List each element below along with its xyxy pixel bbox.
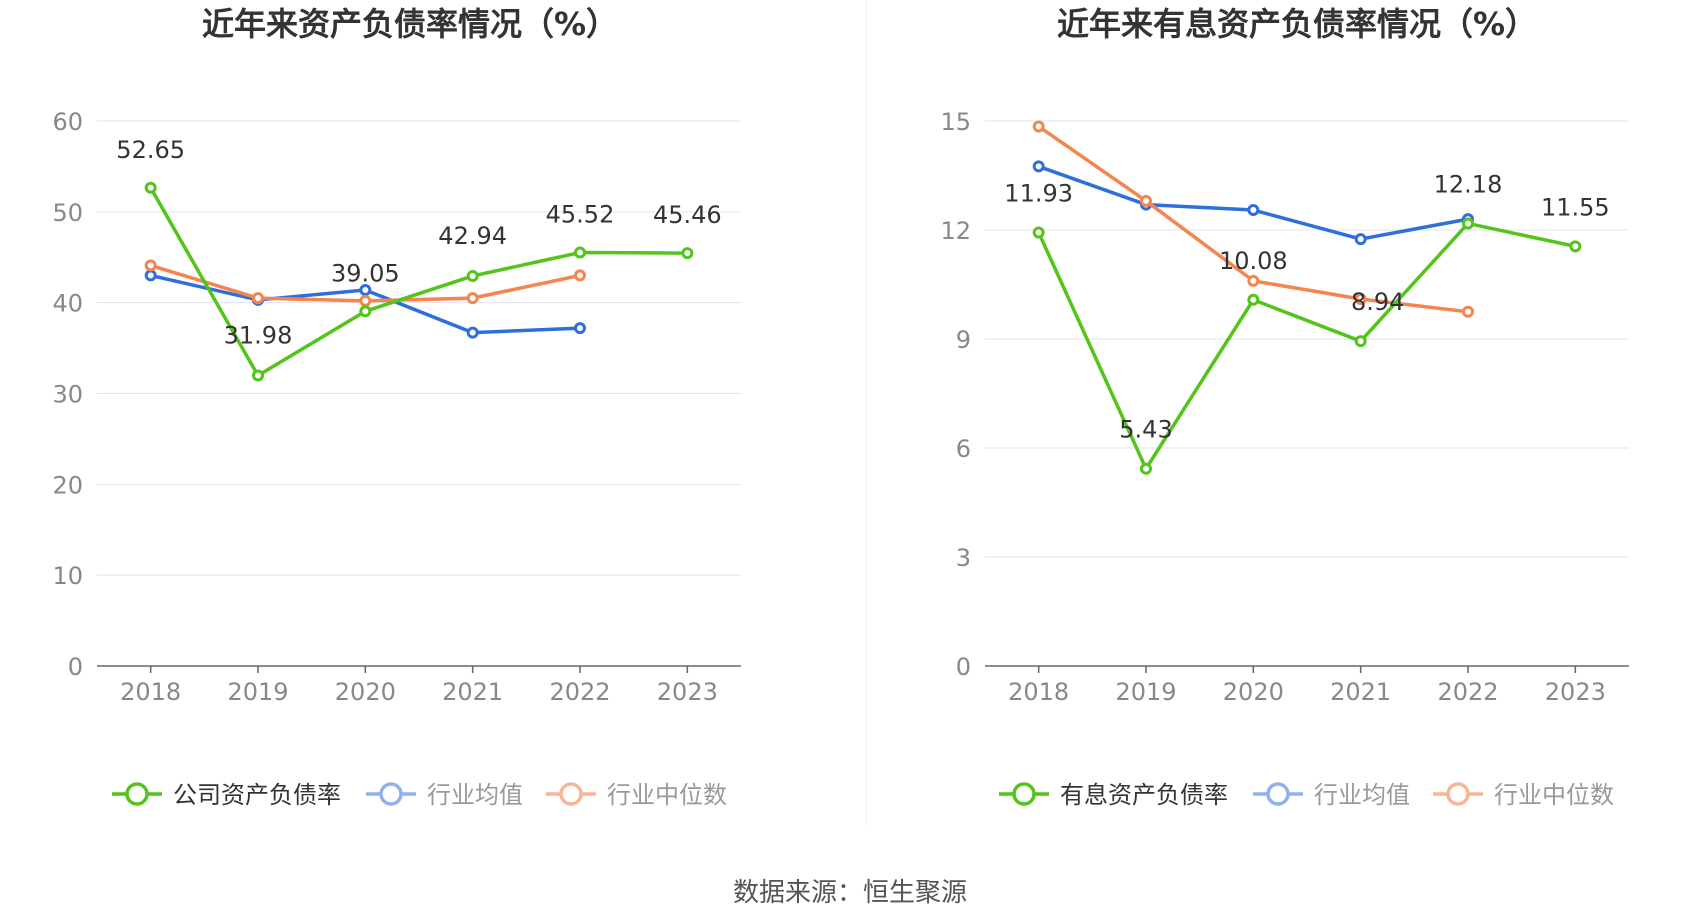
chart-title: 近年来资产负债率情况（%） (202, 5, 618, 43)
data-point[interactable] (1354, 233, 1367, 246)
legend-item[interactable]: 行业均值 (366, 781, 523, 809)
data-point[interactable] (681, 247, 694, 260)
data-point[interactable] (574, 246, 586, 259)
y-tick-label: 60 (52, 108, 83, 136)
data-point[interactable] (144, 259, 157, 272)
y-tick-label: 12 (940, 217, 971, 245)
chart-2: 近年来有息资产负债率情况（%） 0 3 6 9 12 15 2018 2019 2020 2021 2… (940, 5, 1629, 809)
chart-title: 近年来有息资产负债率情况（%） (1057, 5, 1537, 43)
data-source-note: 数据来源：恒生聚源 (732, 878, 967, 908)
data-label: 8.94 (1351, 288, 1404, 316)
y-tick-label: 0 (68, 653, 83, 681)
data-point[interactable] (466, 326, 479, 339)
data-point[interactable] (574, 322, 586, 335)
legend-label: 有息资产负债率 (1060, 781, 1228, 809)
x-tick-label: 2018 (1008, 678, 1069, 706)
data-point[interactable] (144, 269, 157, 282)
data-point[interactable] (1462, 217, 1474, 230)
x-tick-label: 2019 (227, 678, 288, 706)
legend-marker (379, 782, 403, 806)
legend-marker (1446, 782, 1470, 806)
data-point[interactable] (359, 305, 372, 318)
data-point[interactable] (574, 269, 586, 282)
data-label: 45.52 (546, 201, 615, 229)
data-point[interactable] (1569, 240, 1582, 253)
chart-1: 近年来资产负债率情况（%） 0 10 20 30 40 50 60 2018 2019 2020 20… (52, 5, 741, 809)
data-label: 12.18 (1434, 170, 1503, 198)
legend-label: 公司资产负债率 (173, 781, 341, 809)
y-tick-label: 9 (956, 326, 971, 354)
data-label: 10.08 (1219, 247, 1288, 275)
x-tick-label: 2021 (442, 678, 503, 706)
x-tick-label: 2020 (335, 678, 396, 706)
data-point[interactable] (1247, 274, 1260, 287)
series-line (1037, 221, 1576, 471)
data-point[interactable] (466, 292, 479, 305)
x-tick-label: 2021 (1330, 678, 1391, 706)
data-point[interactable] (144, 181, 157, 194)
series-line (149, 186, 688, 378)
y-tick-label: 15 (940, 108, 971, 136)
data-label: 11.55 (1541, 193, 1610, 221)
legend-item[interactable]: 行业均值 (1253, 781, 1410, 809)
data-point[interactable] (1140, 462, 1152, 475)
data-label: 52.65 (116, 136, 185, 164)
legend-item[interactable]: 行业中位数 (546, 781, 727, 809)
data-point[interactable] (466, 269, 479, 282)
data-point[interactable] (359, 294, 372, 307)
legend-marker (1012, 782, 1036, 806)
data-point[interactable] (359, 283, 372, 296)
y-tick-label: 0 (956, 653, 971, 681)
y-tick-label: 3 (956, 544, 971, 572)
data-label: 11.93 (1004, 180, 1073, 208)
legend-marker (559, 782, 583, 806)
legend-item[interactable]: 有息资产负债率 (999, 781, 1228, 809)
legend-label: 行业均值 (1314, 781, 1410, 809)
data-label: 31.98 (224, 322, 293, 350)
x-tick-label: 2020 (1223, 678, 1284, 706)
x-tick-label: 2022 (549, 678, 610, 706)
x-tick-label: 2019 (1115, 678, 1176, 706)
data-point[interactable] (1032, 226, 1045, 239)
legend-item[interactable]: 行业中位数 (1433, 781, 1614, 809)
x-tick-label: 2018 (120, 678, 181, 706)
data-label: 39.05 (331, 259, 400, 287)
y-tick-label: 40 (52, 290, 83, 318)
legend-marker (1266, 782, 1290, 806)
x-tick-label: 2022 (1437, 678, 1498, 706)
series-line (1038, 164, 1469, 241)
y-tick-label: 30 (52, 381, 83, 409)
data-label: 45.46 (653, 201, 722, 229)
data-point[interactable] (1247, 293, 1260, 306)
legend-label: 行业中位数 (607, 781, 727, 809)
legend-label: 行业均值 (427, 781, 523, 809)
legend-marker (125, 782, 149, 806)
data-label: 5.43 (1119, 416, 1172, 444)
data-point[interactable] (1140, 194, 1152, 207)
data-label: 42.94 (438, 222, 507, 250)
data-point[interactable] (1032, 120, 1045, 133)
legend-label: 行业中位数 (1494, 781, 1614, 809)
x-tick-label: 2023 (1545, 678, 1606, 706)
y-tick-label: 6 (956, 435, 971, 463)
data-point[interactable] (252, 369, 264, 382)
data-point[interactable] (1354, 293, 1367, 306)
data-point[interactable] (252, 292, 264, 305)
y-tick-label: 50 (52, 199, 83, 227)
data-point[interactable] (1354, 335, 1367, 348)
data-point[interactable] (1247, 204, 1260, 217)
y-tick-label: 20 (52, 471, 83, 499)
chart-divider (866, 0, 867, 825)
legend-item[interactable]: 公司资产负债率 (112, 781, 341, 809)
y-tick-label: 10 (52, 562, 83, 590)
data-point[interactable] (1462, 305, 1474, 318)
data-point[interactable] (1032, 160, 1045, 173)
x-tick-label: 2023 (657, 678, 718, 706)
